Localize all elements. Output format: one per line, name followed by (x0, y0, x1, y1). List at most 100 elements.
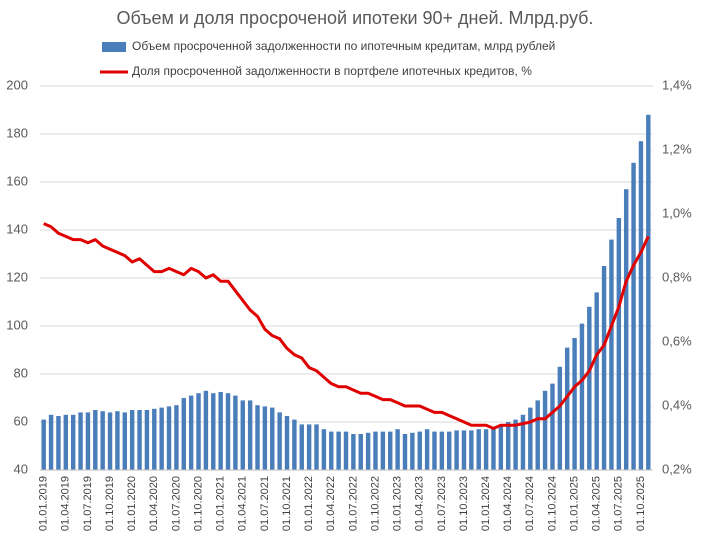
chart-title: Объем и доля просроченой ипотеки 90+ дне… (117, 8, 594, 28)
y-tick-label: 180 (6, 125, 28, 140)
y2-tick-label: 1,4% (662, 77, 692, 92)
legend-label: Доля просроченной задолженности в портфе… (132, 64, 532, 78)
y-tick-label: 200 (6, 77, 28, 92)
y-tick-label: 100 (6, 317, 28, 332)
bar (336, 431, 341, 470)
x-tick-label: 01.07.2020 (170, 476, 182, 531)
bar (587, 306, 592, 470)
bar (351, 434, 356, 470)
line (43, 222, 650, 430)
bar (270, 407, 275, 470)
bar (306, 424, 312, 470)
x-tick-label: 01.04.2025 (591, 476, 603, 531)
bar (380, 431, 386, 470)
bar (41, 419, 46, 470)
x-tick-label: 01.07.2024 (524, 476, 536, 531)
bar (166, 406, 172, 470)
bar (129, 410, 135, 470)
bar (262, 406, 268, 470)
bar (410, 432, 415, 470)
bar (247, 400, 253, 470)
y-tick-label: 120 (6, 269, 28, 284)
x-tick-label: 01.07.2022 (347, 476, 359, 531)
bar (196, 393, 201, 470)
bar (483, 429, 489, 470)
bar (469, 430, 474, 470)
bar (594, 292, 599, 470)
legend-swatch (102, 42, 126, 52)
x-tick-label: 01.07.2025 (613, 476, 625, 531)
x-tick-label: 01.04.2023 (414, 476, 426, 531)
bar (564, 347, 570, 470)
x-tick-label: 01.10.2024 (546, 476, 558, 531)
bar (181, 398, 186, 470)
x-tick-label: 01.01.2023 (392, 476, 404, 531)
bar (402, 434, 408, 470)
bar (557, 366, 563, 470)
x-tick-label: 01.04.2024 (502, 476, 514, 531)
bar (70, 414, 76, 470)
bar (454, 430, 459, 470)
bar (277, 412, 282, 470)
bar (78, 412, 83, 470)
y2-tick-label: 1,2% (662, 141, 692, 156)
bar (321, 429, 327, 470)
bar (115, 411, 120, 470)
bar (579, 323, 585, 470)
legend-label: Объем просроченной задолженности по ипот… (132, 39, 555, 53)
x-tick-label: 01.10.2023 (458, 476, 470, 531)
x-tick-label: 01.01.2019 (38, 476, 50, 531)
bar (623, 189, 629, 470)
bar (240, 400, 245, 470)
x-tick-label: 01.10.2022 (369, 476, 381, 531)
bar (439, 431, 445, 470)
bar (638, 141, 644, 470)
bar (218, 392, 223, 470)
bar (233, 395, 238, 470)
x-tick-label: 01.01.2020 (126, 476, 138, 531)
bar (417, 431, 422, 470)
x-tick-label: 01.04.2019 (60, 476, 72, 531)
y-tick-label: 160 (6, 173, 28, 188)
bar (506, 422, 511, 470)
bar (646, 114, 651, 471)
bar (528, 407, 533, 470)
bar (137, 410, 142, 470)
bar (395, 429, 400, 470)
x-tick-label: 01.01.2024 (480, 476, 492, 531)
bar (122, 412, 128, 470)
bar (225, 393, 231, 470)
x-tick-label: 01.04.2021 (237, 476, 249, 531)
y-tick-label: 40 (14, 461, 28, 476)
bar (447, 431, 452, 470)
bar (476, 429, 481, 470)
x-tick-label: 01.04.2022 (325, 476, 337, 531)
bar (85, 412, 91, 470)
bar (56, 416, 61, 470)
y2-tick-label: 0,4% (662, 397, 692, 412)
y2-tick-label: 0,8% (662, 269, 692, 284)
bar (314, 424, 319, 470)
bar (461, 430, 467, 470)
y-tick-label: 80 (14, 365, 28, 380)
bar (358, 434, 363, 470)
bar (188, 395, 194, 470)
bar (93, 410, 98, 470)
bar (609, 239, 614, 470)
bar (520, 414, 526, 470)
y2-tick-label: 0,6% (662, 333, 692, 348)
x-tick-label: 01.07.2023 (436, 476, 448, 531)
bar (107, 412, 113, 470)
bar (491, 426, 496, 470)
bar (572, 338, 577, 470)
bar (601, 266, 607, 470)
bar (373, 431, 378, 470)
bar (292, 419, 297, 470)
bar (365, 432, 371, 470)
bar (542, 390, 548, 470)
bar (388, 431, 393, 470)
bar (174, 405, 179, 470)
bar (550, 383, 555, 470)
bar (343, 431, 349, 470)
